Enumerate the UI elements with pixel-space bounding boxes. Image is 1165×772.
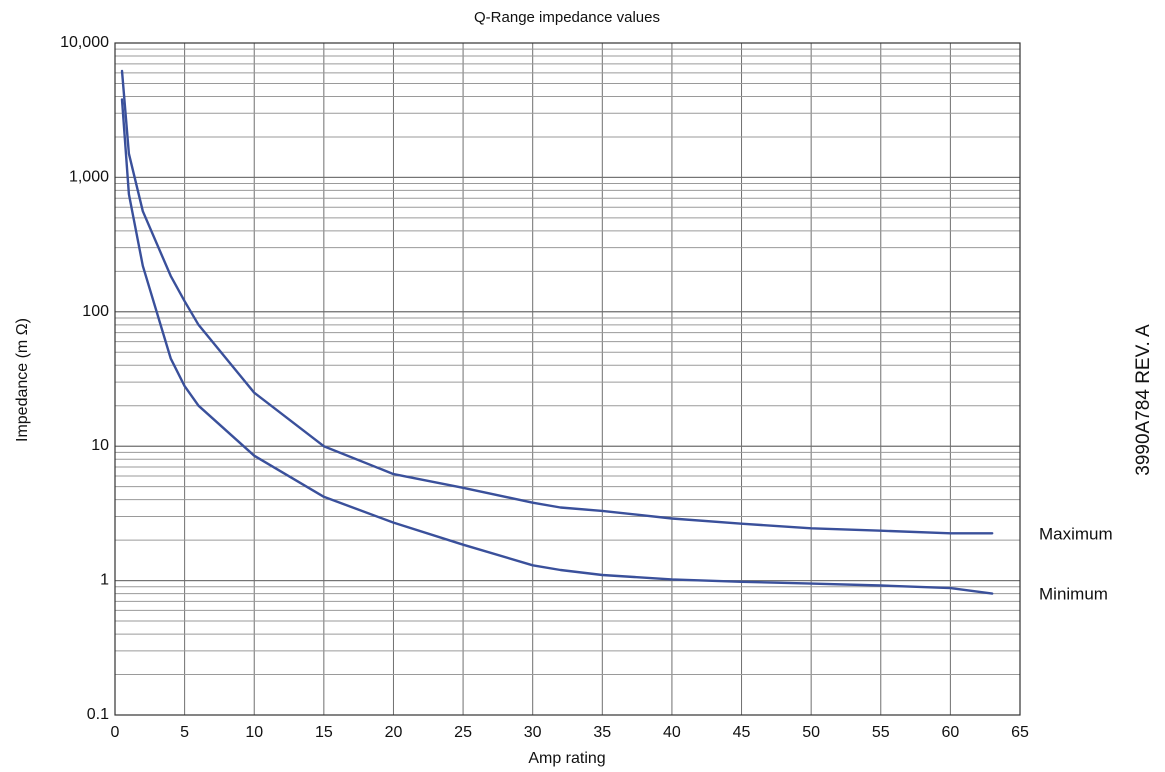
y-tick-label: 10 (91, 437, 109, 454)
y-tick-label: 10,000 (60, 34, 109, 51)
revision-watermark: 3990A784 REV. A (1133, 324, 1154, 476)
x-tick-label: 60 (941, 724, 959, 741)
legend: Maximum Minimum (1039, 524, 1113, 603)
x-tick-label: 35 (593, 724, 611, 741)
x-tick-label: 65 (1011, 724, 1029, 741)
series-line-maximum (120, 69, 994, 535)
x-tick-label: 55 (872, 724, 890, 741)
x-tick-label: 45 (733, 724, 751, 741)
grid (114, 42, 1021, 716)
series-layer (120, 69, 994, 595)
y-axis-label: Impedance (m Ω) (14, 318, 31, 442)
x-axis-label: Amp rating (528, 750, 605, 767)
series-line-minimum (120, 98, 994, 595)
x-tick-label: 10 (245, 724, 263, 741)
x-tick-label: 40 (663, 724, 681, 741)
x-tick-label: 50 (802, 724, 820, 741)
y-tick-label: 1,000 (69, 168, 109, 185)
x-tick-label: 20 (385, 724, 403, 741)
series-label-minimum: Minimum (1039, 585, 1108, 604)
y-axis-ticks: 0.1 1 10 100 1,000 10,000 (60, 34, 109, 723)
y-tick-label: 1 (100, 572, 109, 589)
plot-frame (114, 42, 1021, 716)
x-tick-label: 30 (524, 724, 542, 741)
x-tick-label: 15 (315, 724, 333, 741)
y-tick-label: 0.1 (87, 706, 109, 723)
y-tick-label: 100 (82, 303, 109, 320)
series-label-maximum: Maximum (1039, 524, 1113, 543)
chart-title: Q-Range impedance values (474, 9, 660, 26)
x-tick-label: 5 (180, 724, 189, 741)
x-axis-ticks: 0 5 10 15 20 25 30 35 40 45 50 55 60 65 (111, 724, 1029, 741)
x-tick-label: 25 (454, 724, 472, 741)
x-tick-label: 0 (111, 724, 120, 741)
